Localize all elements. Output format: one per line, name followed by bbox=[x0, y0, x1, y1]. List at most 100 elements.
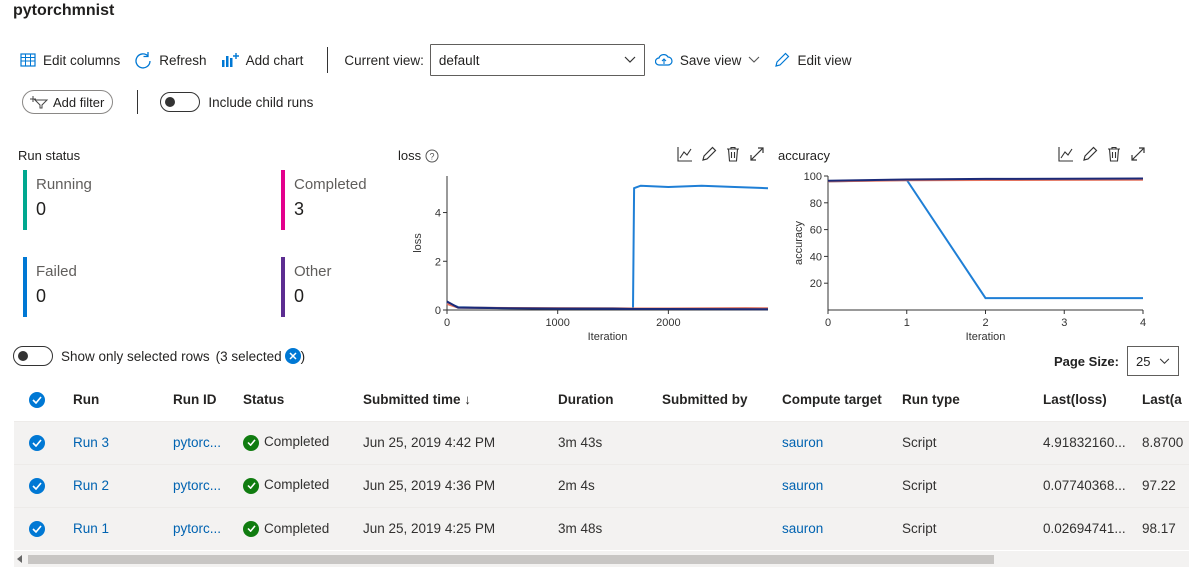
select-all-checkbox[interactable] bbox=[14, 379, 67, 421]
x-tick-label: 1 bbox=[904, 317, 910, 329]
status-running[interactable]: Running 0 bbox=[23, 170, 92, 230]
scrollbar-thumb[interactable] bbox=[28, 555, 994, 564]
x-tick-label: 1000 bbox=[545, 317, 569, 329]
y-tick-label: 100 bbox=[804, 171, 822, 183]
duration-cell: 3m 43s bbox=[552, 420, 656, 464]
column-header-status[interactable]: Status bbox=[243, 392, 285, 408]
accuracy-chart[interactable]: 0 1 2 3 4 20 40 60 80 100 Iteration accuracy bbox=[778, 170, 1153, 350]
x-tick-label: 3 bbox=[1061, 317, 1067, 329]
x-tick-label: 2000 bbox=[656, 317, 680, 329]
table-row[interactable]: Run 2 pytorc... Completed Jun 25, 2019 4:36… bbox=[14, 463, 1189, 507]
status-count: 0 bbox=[294, 286, 305, 306]
page-size-select[interactable]: 25 bbox=[1127, 346, 1179, 376]
status-text: Completed bbox=[264, 520, 330, 536]
pencil-icon[interactable] bbox=[1082, 146, 1098, 162]
current-view-select[interactable]: default bbox=[429, 44, 645, 76]
save-view-label: Save view bbox=[679, 52, 742, 68]
run-link[interactable]: Run 2 bbox=[67, 463, 167, 507]
column-header-run[interactable]: Run bbox=[73, 392, 100, 408]
table-row[interactable]: Run 3 pytorc... Completed Jun 25, 2019 4:42… bbox=[14, 420, 1189, 464]
last-accuracy-cell: 8.8700 bbox=[1136, 420, 1189, 464]
page-size-control: Page Size: 25 bbox=[1054, 346, 1179, 376]
status-label: Running bbox=[36, 176, 92, 193]
pencil-icon[interactable] bbox=[701, 146, 717, 162]
run-link[interactable]: Run 1 bbox=[67, 506, 167, 550]
page-size-value: 25 bbox=[1136, 353, 1151, 369]
compute-target-link[interactable]: sauron bbox=[776, 506, 896, 550]
edit-view-label: Edit view bbox=[797, 52, 852, 68]
table-columns-icon bbox=[20, 53, 36, 67]
submitted-time-cell: Jun 25, 2019 4:42 PM bbox=[357, 420, 552, 464]
row-checkbox[interactable] bbox=[14, 420, 67, 464]
compute-target-link[interactable]: sauron bbox=[776, 420, 896, 464]
help-icon[interactable]: ? bbox=[425, 149, 439, 163]
run-id-link[interactable]: pytorc... bbox=[167, 420, 237, 464]
accuracy-chart-tools bbox=[1058, 146, 1146, 162]
completed-check-icon bbox=[243, 520, 259, 537]
toolbar-divider bbox=[327, 47, 329, 73]
line-chart-icon[interactable] bbox=[677, 146, 693, 162]
submitted-by-cell bbox=[656, 463, 776, 507]
scroll-left-icon[interactable] bbox=[17, 555, 23, 563]
status-text: Completed bbox=[264, 434, 330, 450]
status-cell: Completed bbox=[237, 506, 357, 550]
column-header-submitted-by[interactable]: Submitted by bbox=[662, 392, 748, 408]
svg-text:?: ? bbox=[430, 151, 435, 161]
y-tick-label: 0 bbox=[435, 305, 441, 317]
edit-columns-button[interactable]: Edit columns bbox=[20, 52, 120, 68]
x-tick-label: 0 bbox=[825, 317, 831, 329]
submitted-by-cell bbox=[656, 420, 776, 464]
line-chart-icon[interactable] bbox=[1058, 146, 1074, 162]
column-header-compute-target[interactable]: Compute target bbox=[782, 392, 882, 408]
expand-icon[interactable] bbox=[1130, 146, 1146, 162]
column-header-last-accuracy[interactable]: Last(a bbox=[1142, 392, 1182, 408]
column-header-run-id[interactable]: Run ID bbox=[173, 392, 217, 408]
refresh-button[interactable]: Refresh bbox=[134, 51, 207, 69]
y-tick-label: 80 bbox=[810, 198, 822, 210]
add-chart-label: Add chart bbox=[245, 52, 304, 68]
run-id-link[interactable]: pytorc... bbox=[167, 463, 237, 507]
series-line-2 bbox=[827, 177, 1144, 182]
clear-selection-icon[interactable] bbox=[284, 348, 301, 364]
current-view-label: Current view: bbox=[344, 52, 424, 68]
run-link[interactable]: Run 3 bbox=[67, 420, 167, 464]
horizontal-scrollbar[interactable] bbox=[14, 551, 1189, 567]
current-view-value: default bbox=[438, 52, 480, 68]
table-row[interactable]: Run 1 pytorc... Completed Jun 25, 2019 4:25… bbox=[14, 506, 1189, 550]
last-accuracy-cell: 98.17 bbox=[1136, 506, 1189, 550]
y-axis-label: loss bbox=[412, 233, 424, 253]
add-filter-button[interactable]: Add filter bbox=[22, 90, 114, 114]
check-icon bbox=[29, 477, 45, 494]
edit-view-button[interactable]: Edit view bbox=[774, 52, 851, 68]
y-tick-label: 40 bbox=[810, 251, 822, 263]
status-failed[interactable]: Failed 0 bbox=[23, 257, 77, 317]
page-title: pytorchmnist bbox=[13, 2, 115, 19]
status-cell: Completed bbox=[237, 420, 357, 464]
check-icon bbox=[29, 434, 45, 451]
status-other[interactable]: Other 0 bbox=[281, 257, 332, 317]
status-completed[interactable]: Completed 3 bbox=[281, 170, 367, 230]
refresh-label: Refresh bbox=[159, 52, 207, 68]
submitted-by-cell bbox=[656, 506, 776, 550]
column-header-last-loss[interactable]: Last(loss) bbox=[1043, 392, 1107, 408]
trash-icon[interactable] bbox=[1106, 146, 1122, 162]
loss-chart[interactable]: 0 1000 2000 0 2 4 Iteration loss bbox=[398, 170, 773, 350]
expand-icon[interactable] bbox=[749, 146, 765, 162]
row-checkbox[interactable] bbox=[14, 463, 67, 507]
run-id-link[interactable]: pytorc... bbox=[167, 506, 237, 550]
add-chart-button[interactable]: Add chart bbox=[221, 52, 304, 68]
toggle-knob bbox=[18, 351, 28, 361]
loss-chart-tools bbox=[677, 146, 765, 162]
status-count: 3 bbox=[294, 199, 305, 219]
include-child-runs-toggle[interactable] bbox=[160, 92, 201, 112]
trash-icon[interactable] bbox=[725, 146, 741, 162]
toolbar: Edit columns Refresh Add chart Current v… bbox=[20, 44, 859, 76]
column-header-submitted-time[interactable]: Submitted time ↓ bbox=[363, 392, 472, 408]
duration-cell: 2m 4s bbox=[552, 463, 656, 507]
column-header-run-type[interactable]: Run type bbox=[902, 392, 960, 408]
compute-target-link[interactable]: sauron bbox=[776, 463, 896, 507]
show-selected-toggle[interactable] bbox=[13, 346, 53, 366]
column-header-duration[interactable]: Duration bbox=[558, 392, 614, 408]
save-view-button[interactable]: Save view bbox=[654, 52, 761, 68]
row-checkbox[interactable] bbox=[14, 506, 67, 550]
